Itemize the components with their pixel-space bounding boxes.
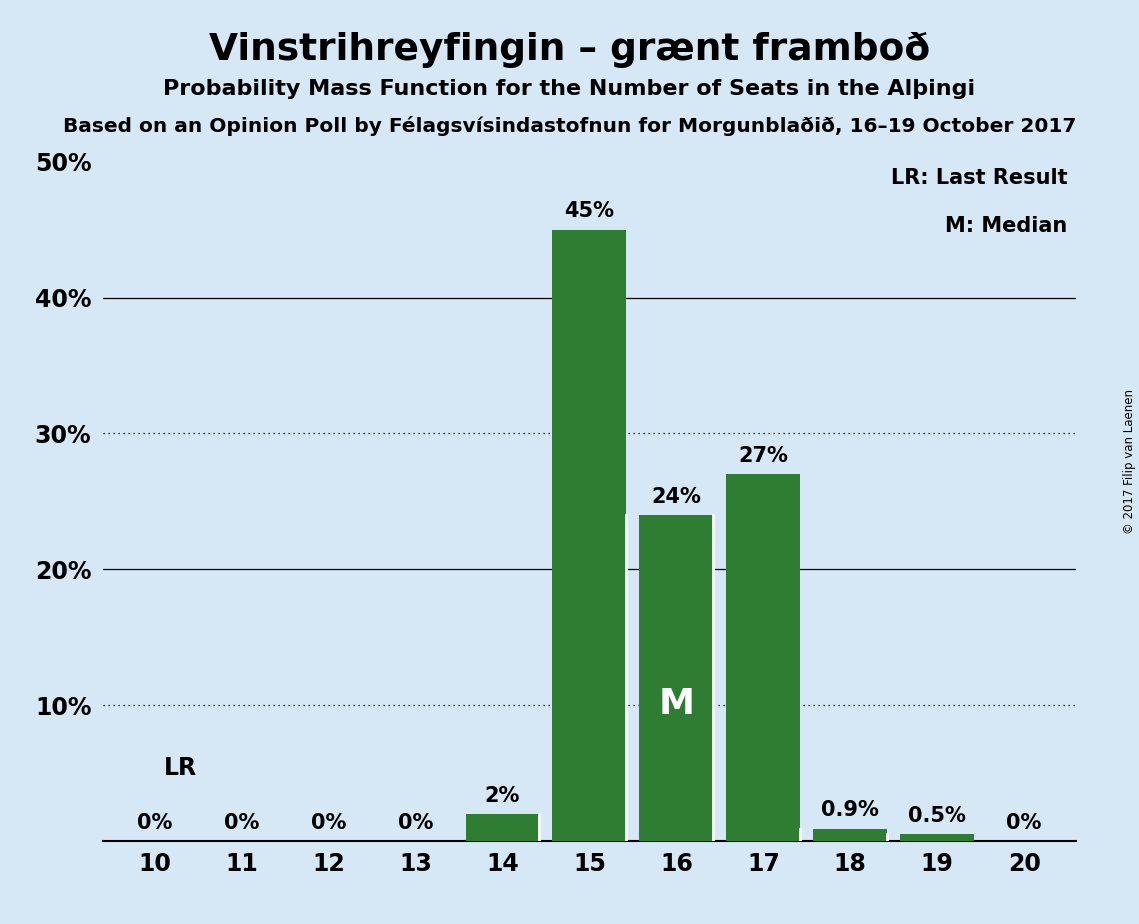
Text: 0.9%: 0.9% xyxy=(821,800,879,821)
Bar xyxy=(727,474,801,841)
Text: M: M xyxy=(658,687,695,721)
Bar xyxy=(552,230,626,841)
Text: LR: LR xyxy=(163,756,197,780)
Text: 0.5%: 0.5% xyxy=(908,806,966,826)
Bar xyxy=(900,834,974,841)
Text: 0%: 0% xyxy=(398,813,433,833)
Text: 0%: 0% xyxy=(311,813,346,833)
Text: 45%: 45% xyxy=(565,201,614,222)
Bar xyxy=(639,515,713,841)
Text: Vinstrihreyfingin – grænt framboð: Vinstrihreyfingin – grænt framboð xyxy=(208,32,931,68)
Text: © 2017 Filip van Laenen: © 2017 Filip van Laenen xyxy=(1123,390,1137,534)
Text: 0%: 0% xyxy=(137,813,172,833)
Text: Based on an Opinion Poll by Félagsvísindastofnun for Morgunblaðið, 16–19 October: Based on an Opinion Poll by Félagsvísind… xyxy=(63,116,1076,136)
Text: M: Median: M: Median xyxy=(945,216,1067,236)
Text: 27%: 27% xyxy=(738,446,788,466)
Bar xyxy=(813,829,887,841)
Bar xyxy=(466,814,540,841)
Text: 2%: 2% xyxy=(485,785,521,806)
Text: 24%: 24% xyxy=(652,487,702,506)
Text: LR: Last Result: LR: Last Result xyxy=(891,168,1067,188)
Text: 0%: 0% xyxy=(224,813,260,833)
Text: Probability Mass Function for the Number of Seats in the Alþingi: Probability Mass Function for the Number… xyxy=(163,79,976,99)
Text: 0%: 0% xyxy=(1007,813,1042,833)
